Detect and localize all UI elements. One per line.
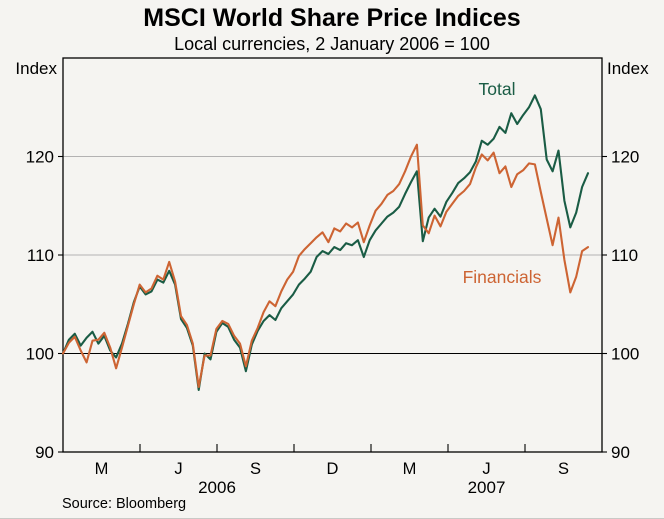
y-axis-label-right: 120 (611, 148, 639, 167)
y-axis-label-left: 110 (27, 246, 54, 265)
x-axis-month-label: J (174, 460, 182, 478)
chart-title: MSCI World Share Price Indices (143, 4, 521, 32)
x-axis-year-label: 2006 (198, 478, 236, 497)
y-axis-label-left: 90 (35, 443, 54, 462)
chart-subtitle: Local currencies, 2 January 2006 = 100 (174, 34, 490, 54)
right-axis-unit-label: Index (607, 59, 649, 78)
x-axis-month-label: J (482, 460, 490, 478)
source-note: Source: Bloomberg (62, 496, 187, 512)
left-axis-unit-label: Index (15, 59, 57, 78)
y-axis-label-left: 100 (26, 345, 54, 364)
x-axis-month-label: M (403, 460, 417, 478)
y-axis-label-right: 110 (611, 246, 638, 265)
x-axis-month-label: M (95, 460, 109, 478)
x-axis-month-label: S (250, 460, 261, 478)
x-axis-month-label: D (327, 460, 339, 478)
x-axis-month-label: S (558, 460, 569, 478)
legend-financials-label: Financials (462, 267, 542, 287)
x-axis-year-label: 2007 (468, 478, 506, 497)
y-axis-label-right: 90 (611, 443, 630, 462)
y-axis-label-right: 100 (611, 345, 639, 364)
y-axis-label-left: 120 (26, 148, 54, 167)
legend-total-label: Total (478, 79, 516, 99)
series-line-financials (61, 143, 590, 389)
series-line-total (61, 94, 590, 391)
